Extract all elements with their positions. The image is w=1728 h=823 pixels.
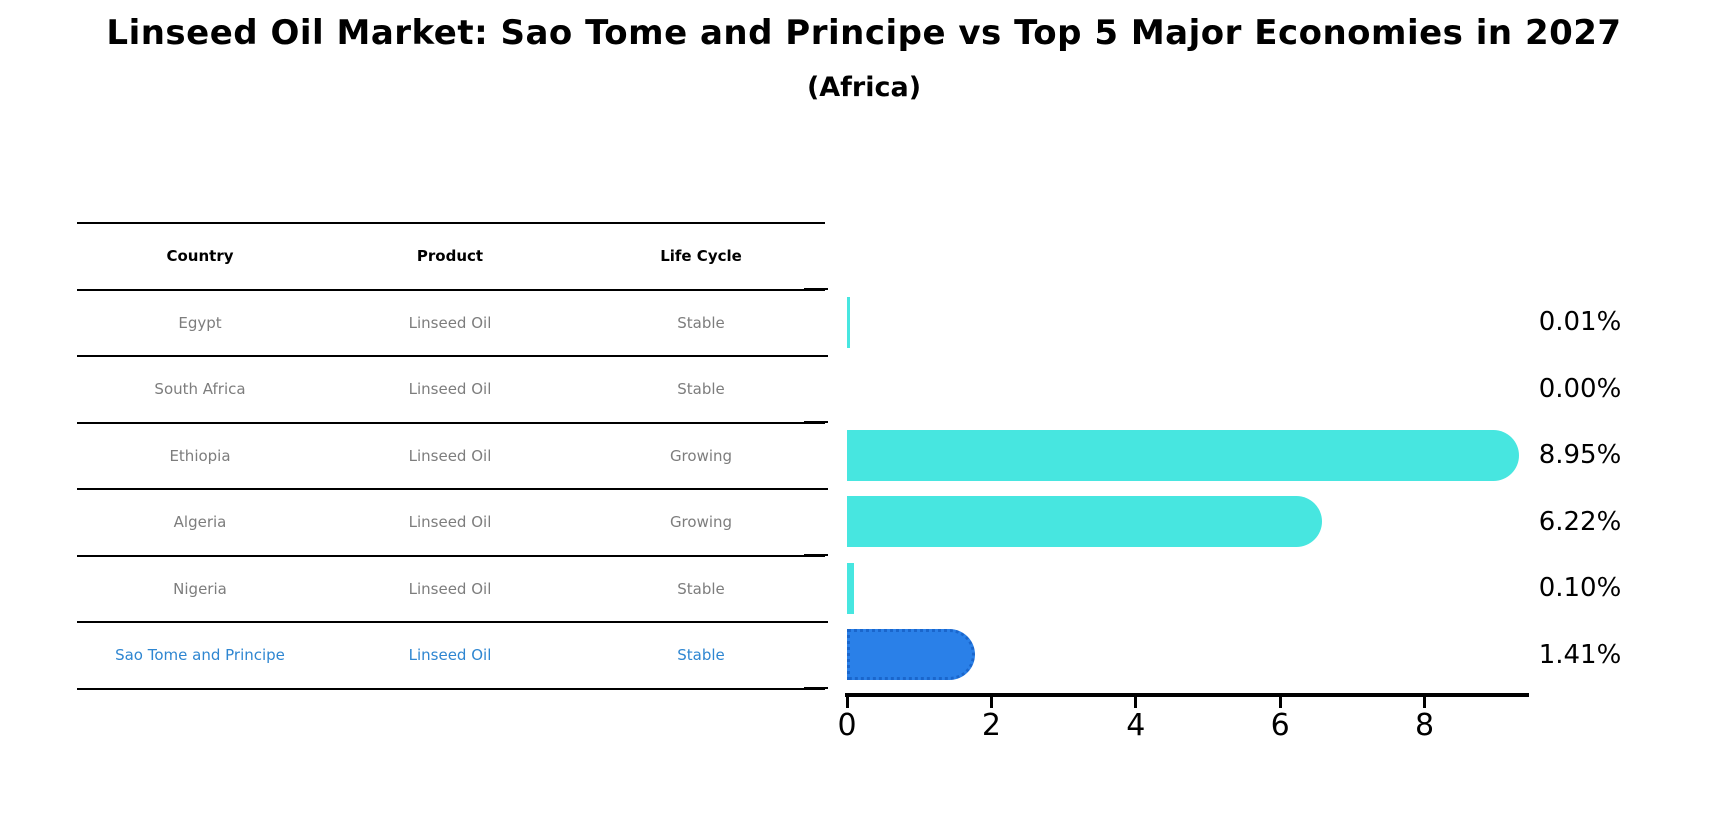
bar-sao-tome-and-principe (847, 629, 975, 681)
bar-value-label: 6.22% (1538, 506, 1622, 537)
table-cell-life-cycle: Stable (677, 646, 725, 665)
x-axis-tick-label: 6 (1270, 708, 1290, 743)
table-cell-country: Ethiopia (169, 446, 231, 465)
x-axis-tick (845, 697, 849, 708)
table-cell-life-cycle: Growing (669, 513, 733, 532)
table-cell-country: South Africa (154, 380, 246, 399)
table-header-product: Product (416, 247, 484, 266)
bar-egypt (847, 296, 850, 348)
bar-value-label: 0.10% (1538, 573, 1622, 604)
chart-subtitle: (Africa) (806, 72, 922, 103)
y-axis-tick (804, 487, 828, 490)
plot-area: 0 2 4 6 8 (804, 288, 1529, 743)
table-cell-product: Linseed Oil (408, 513, 492, 532)
table-header-life-cycle: Life Cycle (660, 247, 742, 266)
y-axis-tick (804, 554, 828, 556)
table-header-row: Country Product Life Cycle (77, 222, 825, 289)
x-axis-tick (989, 697, 993, 708)
table-cell-life-cycle: Growing (669, 446, 733, 465)
x-axis-tick (1278, 697, 1282, 708)
table-row: Nigeria Linseed Oil Stable (77, 554, 825, 622)
x-axis-line (845, 693, 1529, 697)
y-axis-tick (804, 288, 828, 290)
bar-value-label: 1.41% (1538, 639, 1622, 670)
table-cell-product: Linseed Oil (408, 646, 492, 665)
y-axis-tick (804, 354, 828, 357)
y-axis-tick (804, 421, 828, 423)
table-cell-product: Linseed Oil (408, 446, 492, 465)
table-row: South Africa Linseed Oil Stable (77, 355, 825, 422)
chart-title: Linseed Oil Market: Sao Tome and Princip… (106, 13, 1622, 53)
table-cell-product: Linseed Oil (408, 579, 492, 598)
bar-value-label: 0.01% (1538, 307, 1622, 338)
x-axis-tick-label: 2 (981, 708, 1001, 743)
value-labels: 0.01% 0.00% 8.95% 6.22% 0.10% 1.41% (1534, 289, 1626, 688)
table-cell-life-cycle: Stable (677, 313, 725, 332)
x-axis-tick (1134, 697, 1138, 708)
table-cell-life-cycle: Stable (677, 579, 725, 598)
table-row: Algeria Linseed Oil Growing (77, 488, 825, 555)
table-row: Ethiopia Linseed Oil Growing (77, 421, 825, 489)
table-cell-country: Nigeria (173, 579, 227, 598)
bar-nigeria (847, 562, 855, 614)
table-cell-product: Linseed Oil (408, 380, 492, 399)
y-axis-tick (804, 687, 828, 689)
bar-ethiopia (847, 429, 1520, 481)
table-header-country: Country (166, 247, 234, 266)
table-cell-life-cycle: Stable (677, 380, 725, 399)
table-cell-country: Sao Tome and Principe (115, 646, 285, 665)
bar-value-label: 0.00% (1538, 373, 1622, 404)
x-axis-tick (1423, 697, 1427, 708)
table-cell-product: Linseed Oil (408, 313, 492, 332)
x-axis-tick-label: 0 (837, 708, 857, 743)
table-cell-country: Algeria (173, 513, 227, 532)
bar-value-label: 8.95% (1538, 440, 1622, 471)
x-axis-tick-label: 8 (1415, 708, 1435, 743)
x-axis-tick-label: 4 (1126, 708, 1146, 743)
bar-algeria (847, 496, 1323, 548)
table-cell-country: Egypt (178, 313, 222, 332)
table-row: Sao Tome and Principe Linseed Oil Stable (77, 621, 825, 688)
table-rows: Egypt Linseed Oil Stable South Africa Linsee… (77, 288, 825, 688)
country-table: Country Product Life Cycle Egypt Linseed … (77, 222, 825, 690)
y-axis-tick (804, 620, 828, 623)
table-row: Egypt Linseed Oil Stable (77, 288, 825, 356)
